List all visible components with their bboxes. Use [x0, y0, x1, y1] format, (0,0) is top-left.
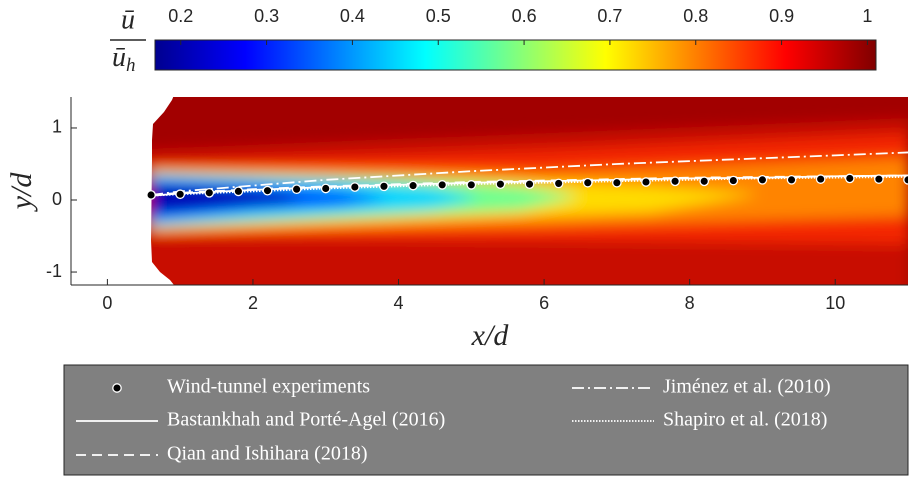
- y-tick-label: 0: [52, 189, 62, 209]
- experiment-marker: [815, 174, 826, 184]
- x-tick-label: 6: [539, 293, 549, 313]
- colorbar-tick-label: 0.6: [512, 6, 537, 26]
- x-tick-label: 0: [102, 293, 112, 313]
- empty-region: [71, 97, 174, 285]
- y-tick-label: -1: [46, 261, 62, 281]
- legend-label: Bastankhah and Porté-Agel (2016): [167, 409, 445, 431]
- plot-series: [146, 151, 908, 200]
- experiment-marker: [524, 179, 535, 190]
- colorbar-tick-label: 0.3: [254, 6, 279, 26]
- experiment-marker: [408, 180, 418, 191]
- experiment-marker: [495, 179, 506, 190]
- x-tick-label: 8: [685, 293, 695, 313]
- experiment-marker: [466, 180, 477, 190]
- experiment-marker: [612, 177, 622, 188]
- contour-field: [71, 97, 908, 285]
- model-line: [150, 151, 908, 196]
- experiment-marker: [146, 190, 156, 200]
- x-tick-label: 4: [394, 293, 404, 313]
- legend-label: Wind-tunnel experiments: [167, 376, 370, 398]
- legend-label: Shapiro et al. (2018): [663, 409, 827, 431]
- experiment-marker: [175, 189, 186, 200]
- experiment-marker: [728, 175, 739, 186]
- colorbar-tick-label: 0.4: [340, 6, 365, 26]
- colorbar-label-denominator: ūh: [112, 42, 136, 76]
- subscript: h: [126, 55, 136, 76]
- legend-label: Jiménez et al. (2010): [663, 376, 831, 398]
- legend-label: Qian and Ishihara (2018): [167, 443, 368, 465]
- experiment-marker: [641, 177, 651, 187]
- experiment-marker: [350, 182, 360, 192]
- y-tick-label: 1: [52, 117, 62, 137]
- colorbar-tick-label: 0.5: [426, 6, 451, 26]
- denominator: ū: [112, 42, 126, 73]
- experiment-marker: [844, 173, 855, 184]
- x-tick-label: 2: [248, 293, 258, 313]
- experiment-marker: [553, 178, 564, 189]
- colorbar-tick-label: 0.2: [168, 6, 193, 26]
- experiment-marker: [379, 181, 389, 192]
- experiment-marker: [670, 176, 680, 187]
- x-axis-label: x/d: [471, 319, 510, 352]
- legend: [63, 364, 909, 476]
- experiment-marker: [112, 383, 122, 393]
- experiment-marker: [233, 186, 244, 197]
- colorbar-tick-label: 1: [862, 6, 872, 26]
- experiment-marker: [786, 174, 797, 185]
- colorbar-tick-label: 0.7: [597, 6, 622, 26]
- experiment-marker: [699, 176, 710, 187]
- experiment-marker: [903, 174, 908, 185]
- experiment-marker: [437, 180, 448, 190]
- experiment-marker: [320, 183, 331, 194]
- colorbar-label-numerator: ū: [121, 4, 135, 35]
- experiment-marker: [262, 185, 273, 196]
- colorbar-tick-label: 0.9: [769, 6, 794, 26]
- colorbar: [154, 39, 877, 71]
- experiment-marker: [874, 174, 884, 184]
- experiment-marker: [757, 174, 768, 185]
- experiment-marker: [582, 177, 593, 188]
- experiment-marker: [204, 187, 215, 198]
- experiment-marker: [291, 184, 302, 195]
- colorbar-tick-label: 0.8: [683, 6, 708, 26]
- x-tick-label: 10: [825, 293, 845, 313]
- y-axis-label: y/d: [5, 172, 38, 213]
